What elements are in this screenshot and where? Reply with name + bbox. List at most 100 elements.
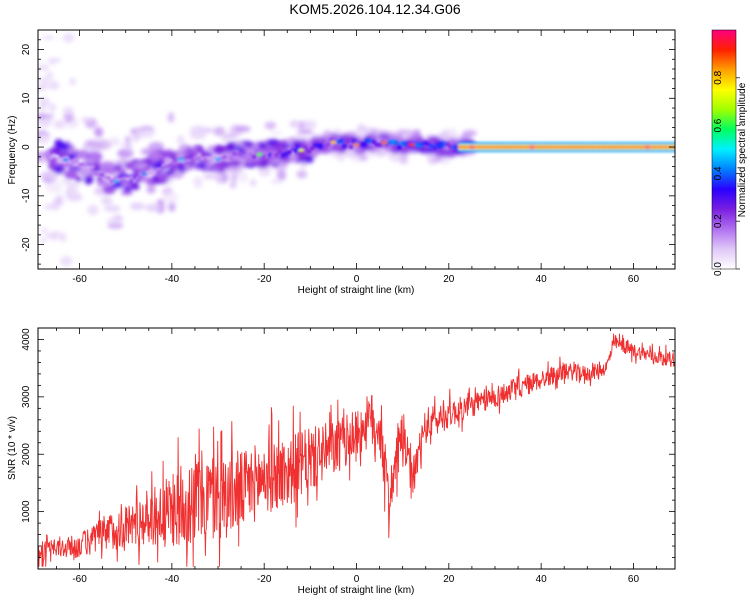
heatmap-cell bbox=[213, 126, 226, 137]
heatmap-cell bbox=[341, 144, 347, 149]
heatmap-cell bbox=[288, 154, 298, 162]
heatmap-cell bbox=[303, 146, 309, 152]
heatmap-cell bbox=[293, 121, 301, 129]
heatmap-cell bbox=[552, 146, 556, 149]
heatmap-cell bbox=[101, 165, 111, 175]
heatmap-cell bbox=[293, 134, 309, 140]
heatmap-x-tick-label: 40 bbox=[536, 274, 548, 285]
heatmap-peak bbox=[468, 145, 475, 149]
heatmap-cell bbox=[147, 151, 162, 161]
heatmap-cell bbox=[629, 146, 633, 149]
heatmap-cell bbox=[73, 158, 79, 163]
colorbar-label: Normalized spectral amplitude bbox=[737, 82, 748, 217]
heatmap-peak bbox=[330, 140, 337, 144]
heatmap-y-tick-label: 0 bbox=[21, 144, 32, 150]
heatmap-cell bbox=[557, 146, 561, 149]
heatmap-cell bbox=[125, 143, 133, 153]
heatmap-y-ticks: -20 -10 0 10 20 bbox=[21, 29, 675, 265]
heatmap-cell bbox=[54, 154, 60, 159]
heatmap-cell bbox=[103, 205, 121, 213]
heatmap-cell bbox=[215, 172, 224, 184]
heatmap-cell bbox=[38, 85, 45, 91]
heatmap-cell bbox=[657, 146, 661, 149]
heatmap-cell bbox=[480, 146, 484, 149]
heatmap-cell bbox=[325, 142, 331, 147]
colorbar-tick-label: 0.4 bbox=[713, 166, 724, 180]
heatmap-cell bbox=[63, 171, 77, 176]
heatmap-cell bbox=[462, 129, 477, 137]
heatmap-peak bbox=[113, 179, 120, 183]
heatmap-cell bbox=[638, 146, 642, 149]
heatmap-cell bbox=[38, 64, 50, 71]
heatmap-cell bbox=[460, 146, 464, 149]
heatmap-x-tick-label: 20 bbox=[443, 274, 455, 285]
heatmap-cell bbox=[543, 146, 547, 149]
heatmap-cell bbox=[377, 142, 383, 148]
heatmap-peak bbox=[256, 152, 263, 156]
heatmap-cell bbox=[139, 175, 149, 181]
heatmap-cell bbox=[361, 142, 367, 147]
snr-y-axis-label: SNR (10 * v/v) bbox=[7, 416, 18, 480]
heatmap-cell bbox=[338, 138, 344, 144]
heatmap-cell bbox=[144, 203, 162, 212]
heatmap-peak bbox=[353, 143, 360, 147]
heatmap-peak bbox=[141, 172, 148, 176]
colorbar-tick-label: 0.8 bbox=[713, 70, 724, 84]
heatmap-cell bbox=[146, 185, 156, 194]
heatmap-cell bbox=[151, 169, 157, 175]
heatmap-cell bbox=[66, 181, 81, 188]
heatmap-cell bbox=[102, 184, 116, 195]
heatmap-cell bbox=[496, 146, 500, 149]
heatmap-cell bbox=[574, 146, 578, 149]
heatmap-cell bbox=[590, 146, 594, 149]
heatmap-cell bbox=[203, 173, 217, 180]
heatmap-cell bbox=[568, 146, 572, 149]
heatmap-cell bbox=[53, 119, 67, 130]
heatmap-cell bbox=[446, 148, 455, 157]
heatmap-cell bbox=[129, 202, 145, 211]
heatmap-ridge bbox=[44, 138, 675, 184]
heatmap-cell bbox=[156, 199, 165, 204]
heatmap-cell bbox=[602, 146, 606, 149]
heatmap-cell bbox=[334, 144, 343, 153]
heatmap-cell bbox=[521, 146, 525, 149]
heatmap-cell bbox=[252, 147, 263, 154]
heatmap-cell bbox=[62, 106, 74, 115]
heatmap-cell bbox=[124, 135, 131, 145]
heatmap-cell bbox=[106, 175, 112, 181]
snr-series-line bbox=[38, 333, 675, 567]
heatmap-cell bbox=[244, 141, 255, 148]
snr-x-ticks: -60 -40 -20 0 20 40 60 bbox=[56, 328, 657, 585]
heatmap-peak bbox=[62, 158, 69, 162]
heatmap-cell bbox=[78, 149, 89, 160]
heatmap-cell bbox=[233, 125, 251, 133]
heatmap-cell bbox=[309, 146, 315, 151]
heatmap-cell bbox=[251, 154, 257, 160]
heatmap-cell bbox=[105, 218, 124, 224]
heatmap-cell bbox=[58, 237, 67, 242]
snr-x-tick-label: 60 bbox=[628, 574, 640, 585]
heatmap-cell bbox=[566, 146, 570, 149]
heatmap-cell bbox=[130, 184, 140, 191]
heatmap-cell bbox=[651, 146, 655, 149]
heatmap-cell bbox=[579, 146, 583, 149]
heatmap-cell bbox=[62, 32, 75, 43]
heatmap-cell bbox=[518, 146, 522, 149]
heatmap-cell bbox=[649, 146, 653, 149]
heatmap-cell bbox=[230, 174, 238, 183]
heatmap-cell bbox=[128, 160, 136, 170]
heatmap-cell bbox=[54, 199, 65, 206]
heatmap-cell bbox=[194, 162, 208, 168]
heatmap-cell bbox=[466, 146, 470, 149]
heatmap-cell bbox=[190, 157, 196, 163]
heatmap-cell bbox=[230, 145, 244, 151]
heatmap-cell bbox=[351, 155, 360, 163]
heatmap-cell bbox=[330, 151, 349, 158]
heatmap-cell bbox=[485, 146, 489, 149]
heatmap-cell bbox=[535, 146, 539, 149]
heatmap-cell bbox=[549, 146, 553, 149]
heatmap-cell bbox=[45, 71, 54, 80]
heatmap-cell bbox=[348, 144, 354, 150]
heatmap-cell bbox=[618, 146, 622, 149]
heatmap-cell bbox=[399, 152, 409, 165]
